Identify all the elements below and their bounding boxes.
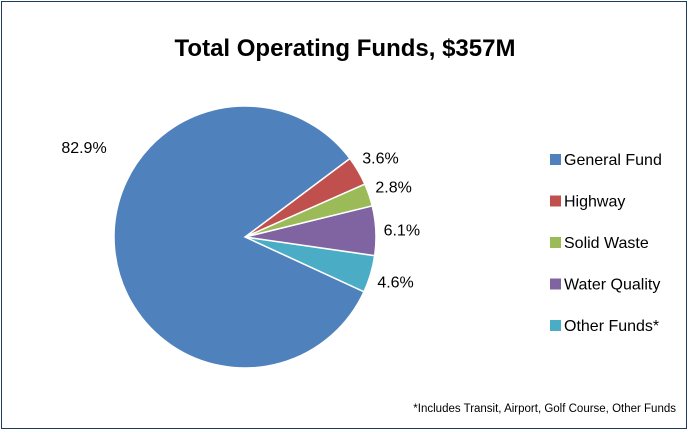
- legend-label: Other Funds*: [564, 318, 659, 335]
- percent-label: 3.6%: [362, 151, 398, 168]
- legend-swatch: [550, 320, 561, 331]
- pie-slices: [113, 105, 377, 369]
- percent-label: 82.9%: [61, 140, 106, 157]
- legend-swatch: [550, 237, 561, 248]
- pie-percent-labels: 4.6% 6.1% 2.8% 3.6% 82.9%: [61, 140, 420, 292]
- percent-label: 4.6%: [377, 275, 413, 292]
- legend-label: Water Quality: [564, 277, 660, 294]
- legend-label: Solid Waste: [564, 235, 649, 252]
- legend-swatch: [550, 278, 561, 290]
- legend-swatch: [550, 195, 561, 207]
- percent-label: 6.1%: [384, 222, 420, 239]
- legend-label: General Fund: [564, 152, 662, 169]
- legend: General Fund Highway Solid Waste Water Qual…: [550, 152, 662, 335]
- footnote: *Includes Transit, Airport, Golf Course,…: [413, 403, 676, 415]
- percent-label: 2.8%: [375, 179, 411, 196]
- chart-title: Total Operating Funds, $357M: [175, 35, 516, 62]
- legend-swatch: [550, 154, 561, 165]
- legend-label: Highway: [564, 194, 625, 211]
- pie-slice-general-fund: [113, 105, 365, 369]
